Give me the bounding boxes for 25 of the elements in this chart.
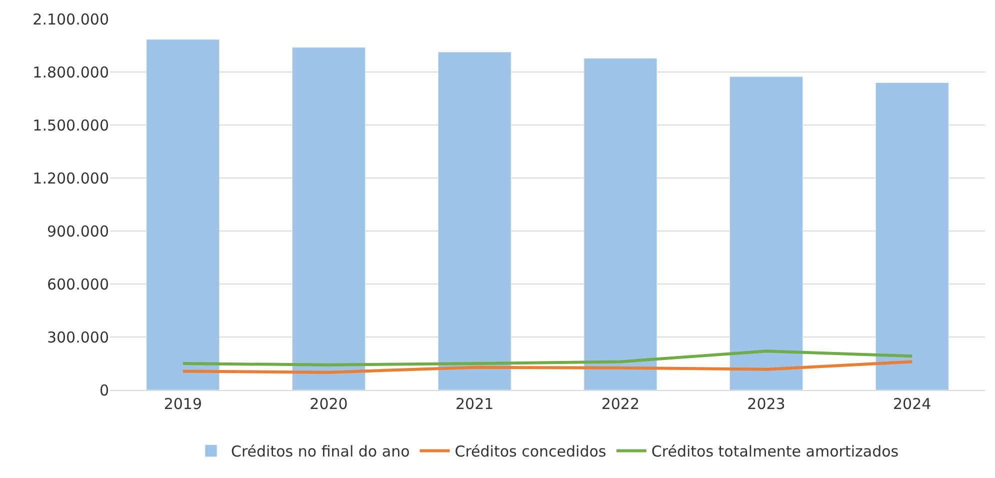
y-tick-label: 1.200.000 xyxy=(32,169,109,188)
x-tick-label: 2024 xyxy=(892,395,932,413)
y-tick-label: 900.000 xyxy=(46,222,109,240)
y-tick-label: 1.800.000 xyxy=(32,63,109,82)
x-tick-label: 2021 xyxy=(455,395,494,413)
y-tick-label: 0 xyxy=(99,381,109,400)
legend-label: Créditos totalmente amortizados xyxy=(651,442,899,461)
y-tick-label: 1.500.000 xyxy=(32,116,109,134)
x-tick-label: 2019 xyxy=(164,395,202,413)
y-tick-label: 600.000 xyxy=(46,275,109,294)
x-tick-label: 2020 xyxy=(310,395,348,413)
x-tick-label: 2023 xyxy=(747,395,786,413)
bar xyxy=(438,52,512,390)
x-tick-label: 2022 xyxy=(601,395,640,413)
bar xyxy=(146,39,220,390)
bar xyxy=(730,76,803,390)
y-tick-label: 300.000 xyxy=(46,328,109,346)
legend-label: Créditos no final do ano xyxy=(231,442,410,461)
legend-label: Créditos concedidos xyxy=(454,442,606,461)
bar xyxy=(875,82,949,390)
line-series xyxy=(181,360,914,374)
bar xyxy=(292,47,366,390)
y-tick-label: 2.100.000 xyxy=(32,10,109,28)
line-series xyxy=(181,350,914,366)
bar xyxy=(584,58,658,390)
